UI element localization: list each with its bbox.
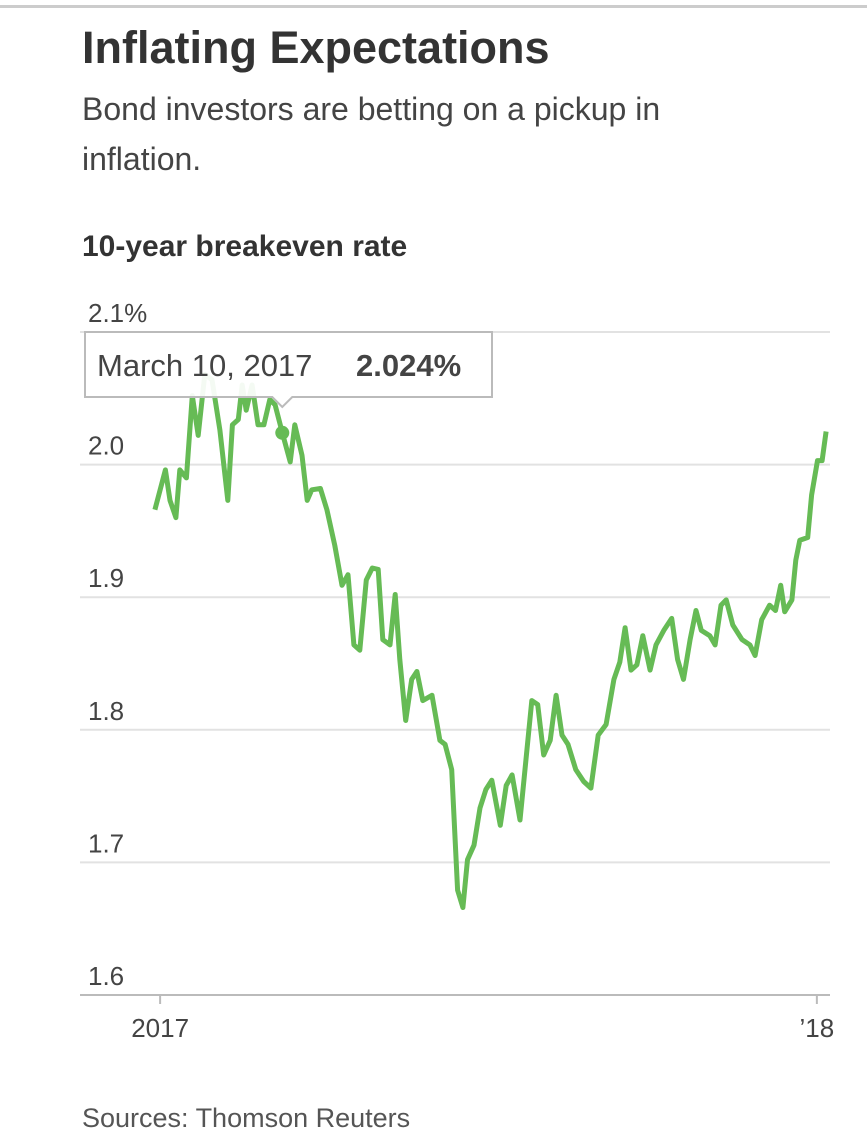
y-tick-label: 2.1% [88,298,147,328]
y-tick-label: 1.9 [88,563,124,593]
y-tick-label: 1.8 [88,696,124,726]
y-tick-label: 2.0 [88,431,124,461]
annotation-point [275,425,290,440]
series-line [152,371,829,910]
tooltip-value: 2.024% [356,348,461,383]
y-tick-label: 1.6 [88,961,124,991]
chart-subtitle: Bond investors are betting on a pickup i… [82,91,661,177]
x-tick-label: 2017 [131,1013,189,1043]
x-tick-label: ’18 [800,1013,835,1043]
tooltip-date: March 10, 2017 [97,348,312,383]
axis-title: 10-year breakeven rate [82,230,408,263]
top-rule [0,5,867,8]
chart-title: Inflating Expectations [82,22,550,73]
tooltip-box [84,331,493,409]
source: Sources: Thomson Reuters [82,1103,411,1133]
y-tick-label: 1.7 [88,828,124,858]
